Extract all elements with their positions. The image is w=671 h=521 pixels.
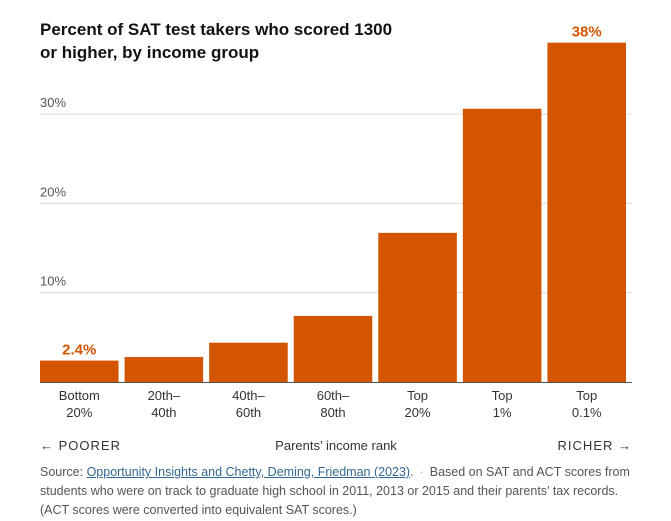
x-tick-labels: Bottom 20% 20th– 40th 40th– 60th 60th– 80th Top 2… — [59, 388, 602, 420]
x-axis-row: Parents’ income rank ← POORER RICHER → — [40, 438, 632, 456]
source-suffix: . — [410, 465, 414, 479]
bar — [40, 360, 119, 382]
x-tick-label: Top — [576, 388, 597, 403]
x-tick-label: 20% — [66, 405, 92, 420]
bar — [378, 232, 457, 382]
source-link[interactable]: Opportunity Insights and Chetty, Deming,… — [86, 465, 411, 479]
source-separator: · — [419, 465, 424, 479]
poorer-label: ← POORER — [40, 438, 121, 453]
data-labels: 2.4% 38% — [62, 24, 602, 359]
bar — [124, 356, 204, 382]
y-tick-label: 30% — [40, 95, 66, 110]
data-label: 2.4% — [62, 342, 96, 359]
x-tick-label: Top — [492, 388, 513, 403]
x-tick-label: 60th — [236, 405, 261, 420]
bar — [547, 42, 626, 382]
x-tick-label: 80th — [320, 405, 345, 420]
bars — [40, 42, 632, 383]
x-tick-label: 0.1% — [572, 405, 602, 420]
bar — [293, 315, 373, 382]
bar-chart: 10% 20% 30% 2.4% 38% Bottom 20% 20th– 40th 40th… — [40, 24, 632, 420]
x-tick-label: 60th– — [317, 388, 350, 403]
bar — [462, 108, 542, 382]
x-tick-label: 40th — [151, 405, 176, 420]
y-tick-label: 10% — [40, 274, 66, 289]
source-description: Based on SAT and ACT scores from student… — [40, 465, 630, 517]
bar — [209, 342, 288, 382]
x-tick-label: 20th– — [148, 388, 181, 403]
x-tick-label: 40th– — [232, 388, 265, 403]
source-note: Source: Opportunity Insights and Chetty,… — [40, 463, 640, 520]
y-tick-label: 20% — [40, 184, 66, 199]
data-label: 38% — [572, 24, 602, 41]
x-tick-label: Bottom — [59, 388, 100, 403]
x-axis-label: Parents’ income rank — [275, 438, 397, 453]
chart-title: Percent of SAT test takers who scored 13… — [40, 20, 393, 62]
x-tick-label: 20% — [405, 405, 431, 420]
x-tick-label: Top — [407, 388, 428, 403]
source-prefix: Source: — [40, 465, 87, 479]
richer-label: RICHER → — [557, 438, 632, 453]
x-tick-label: 1% — [493, 405, 512, 420]
gridlines: 10% 20% 30% — [40, 95, 632, 294]
